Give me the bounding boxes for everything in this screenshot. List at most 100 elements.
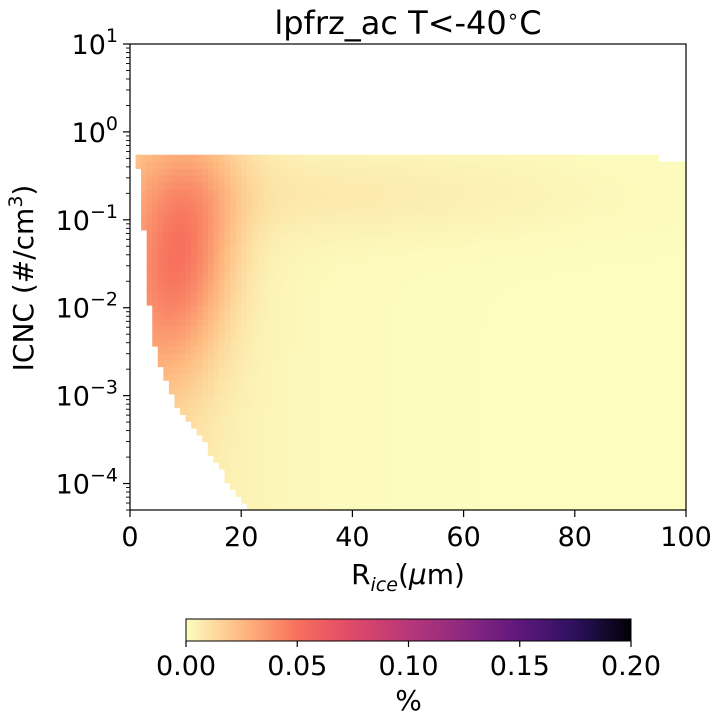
heatmap-cell: [230, 414, 237, 422]
heatmap-cell: [513, 469, 520, 477]
heatmap-cell: [669, 448, 676, 456]
heatmap-cell: [602, 291, 609, 299]
heatmap-cell: [341, 305, 348, 313]
heatmap-cell: [191, 195, 198, 204]
heatmap-cell: [396, 284, 404, 292]
heatmap-cell: [263, 291, 270, 299]
heatmap-cell: [597, 503, 604, 511]
heatmap-cell: [413, 434, 420, 443]
heatmap-cell: [446, 325, 454, 333]
heatmap-cell: [502, 264, 509, 272]
heatmap-cell: [157, 243, 164, 251]
heatmap-cell: [635, 448, 643, 456]
heatmap-cell: [296, 366, 303, 374]
heatmap-cell: [174, 305, 181, 313]
heatmap-cell: [391, 325, 398, 333]
heatmap-cell: [496, 455, 504, 463]
heatmap-cell: [391, 243, 398, 251]
heatmap-cell: [319, 291, 326, 299]
heatmap-cell: [369, 250, 376, 258]
heatmap-cell: [563, 332, 570, 340]
heatmap-cell: [496, 448, 504, 456]
heatmap-cell: [535, 503, 543, 511]
heatmap-cell: [346, 421, 353, 429]
heatmap-cell: [574, 284, 581, 292]
heatmap-cell: [180, 216, 187, 224]
heatmap-cell: [191, 175, 198, 183]
heatmap-cell: [246, 284, 253, 292]
heatmap-cell: [330, 229, 337, 238]
heatmap-cell: [652, 373, 659, 381]
heatmap-cell: [391, 318, 398, 327]
heatmap-cell: [374, 393, 381, 402]
heatmap-cell: [524, 332, 531, 340]
heatmap-cell: [474, 175, 481, 183]
x-tick-label: 80: [558, 522, 592, 553]
heatmap-cell: [597, 318, 604, 327]
heatmap-cell: [524, 175, 531, 183]
heatmap-cell: [302, 366, 309, 374]
heatmap-cell: [641, 195, 648, 204]
heatmap-cell: [496, 469, 504, 477]
heatmap-cell: [458, 175, 465, 183]
heatmap-cell: [402, 407, 409, 415]
heatmap-cell: [663, 421, 670, 429]
heatmap-cell: [330, 168, 337, 176]
heatmap-cell: [502, 387, 509, 395]
heatmap-cell: [174, 346, 181, 354]
heatmap-cell: [330, 305, 337, 313]
heatmap-cell: [530, 346, 537, 354]
heatmap-cell: [569, 373, 576, 381]
heatmap-cell: [302, 475, 309, 484]
heatmap-cell: [519, 346, 526, 354]
heatmap-cell: [230, 182, 237, 190]
heatmap-cell: [180, 229, 187, 238]
heatmap-cell: [502, 503, 509, 511]
heatmap-cell: [174, 359, 181, 368]
heatmap-cell: [352, 421, 359, 429]
heatmap-cell: [346, 243, 353, 251]
heatmap-cell: [285, 441, 292, 450]
heatmap-cell: [541, 325, 548, 333]
heatmap-cell: [402, 346, 409, 354]
heatmap-cell: [352, 277, 359, 286]
heatmap-cell: [541, 414, 548, 422]
heatmap-cell: [330, 414, 337, 422]
heatmap-cell: [196, 270, 203, 279]
heatmap-cell: [235, 188, 242, 197]
heatmap-cell: [369, 414, 376, 422]
heatmap-cell: [608, 188, 615, 197]
heatmap-cell: [652, 284, 659, 292]
heatmap-cell: [602, 434, 609, 443]
heatmap-cell: [346, 380, 353, 388]
heatmap-cell: [569, 284, 576, 292]
heatmap-cell: [574, 311, 581, 320]
heatmap-cell: [635, 462, 643, 470]
heatmap-cell: [257, 257, 265, 265]
heatmap-cell: [535, 496, 543, 504]
y-tick-label: 100: [72, 113, 118, 149]
heatmap-cell: [674, 243, 682, 251]
heatmap-cell: [341, 373, 348, 381]
heatmap-cell: [385, 421, 392, 429]
heatmap-cell: [185, 298, 192, 306]
heatmap-cell: [380, 277, 387, 286]
heatmap-cell: [458, 223, 465, 231]
heatmap-cell: [496, 373, 504, 381]
heatmap-cell: [641, 489, 648, 497]
heatmap-cell: [296, 393, 303, 402]
heatmap-cell: [552, 359, 559, 368]
heatmap-cell: [547, 359, 554, 368]
heatmap-cell: [658, 202, 665, 210]
heatmap-cell: [408, 462, 415, 470]
heatmap-cell: [458, 346, 465, 354]
heatmap-cell: [446, 332, 454, 340]
heatmap-cell: [274, 223, 281, 231]
heatmap-cell: [302, 400, 309, 409]
heatmap-cell: [168, 387, 176, 395]
heatmap-cell: [524, 469, 531, 477]
heatmap-cell: [357, 250, 365, 258]
heatmap-cell: [508, 373, 515, 381]
heatmap-cell: [396, 325, 404, 333]
heatmap-cell: [241, 243, 248, 251]
